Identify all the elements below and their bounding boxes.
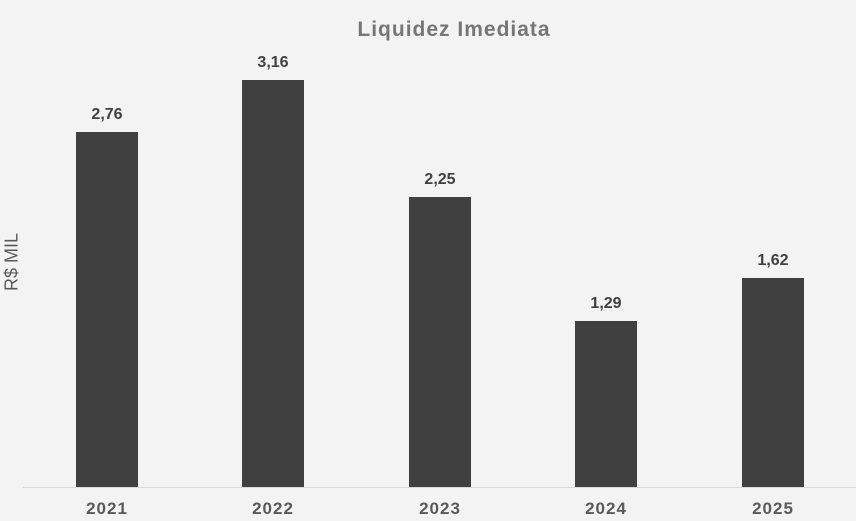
- x-tick-label-2023: 2023: [419, 499, 461, 518]
- bar-2024: [575, 321, 637, 487]
- value-label-2025: 1,62: [757, 252, 789, 269]
- x-tick-label-2021: 2021: [86, 499, 128, 518]
- value-label-2024: 1,29: [590, 295, 622, 312]
- bar-2022: [242, 80, 304, 487]
- bar-2023: [409, 197, 471, 487]
- x-tick-label-2025: 2025: [752, 499, 794, 518]
- value-label-2023: 2,25: [424, 171, 456, 188]
- chart-title: Liquidez Imediata: [357, 18, 551, 41]
- value-label-2021: 2,76: [91, 106, 123, 123]
- x-axis-line: [23, 487, 856, 488]
- value-label-2022: 3,16: [257, 54, 289, 71]
- bar-2021: [76, 132, 138, 487]
- x-tick-label-2022: 2022: [252, 499, 294, 518]
- bar-2025: [742, 278, 804, 487]
- y-axis-label: R$ MIL: [1, 232, 22, 292]
- x-tick-label-2024: 2024: [585, 499, 627, 518]
